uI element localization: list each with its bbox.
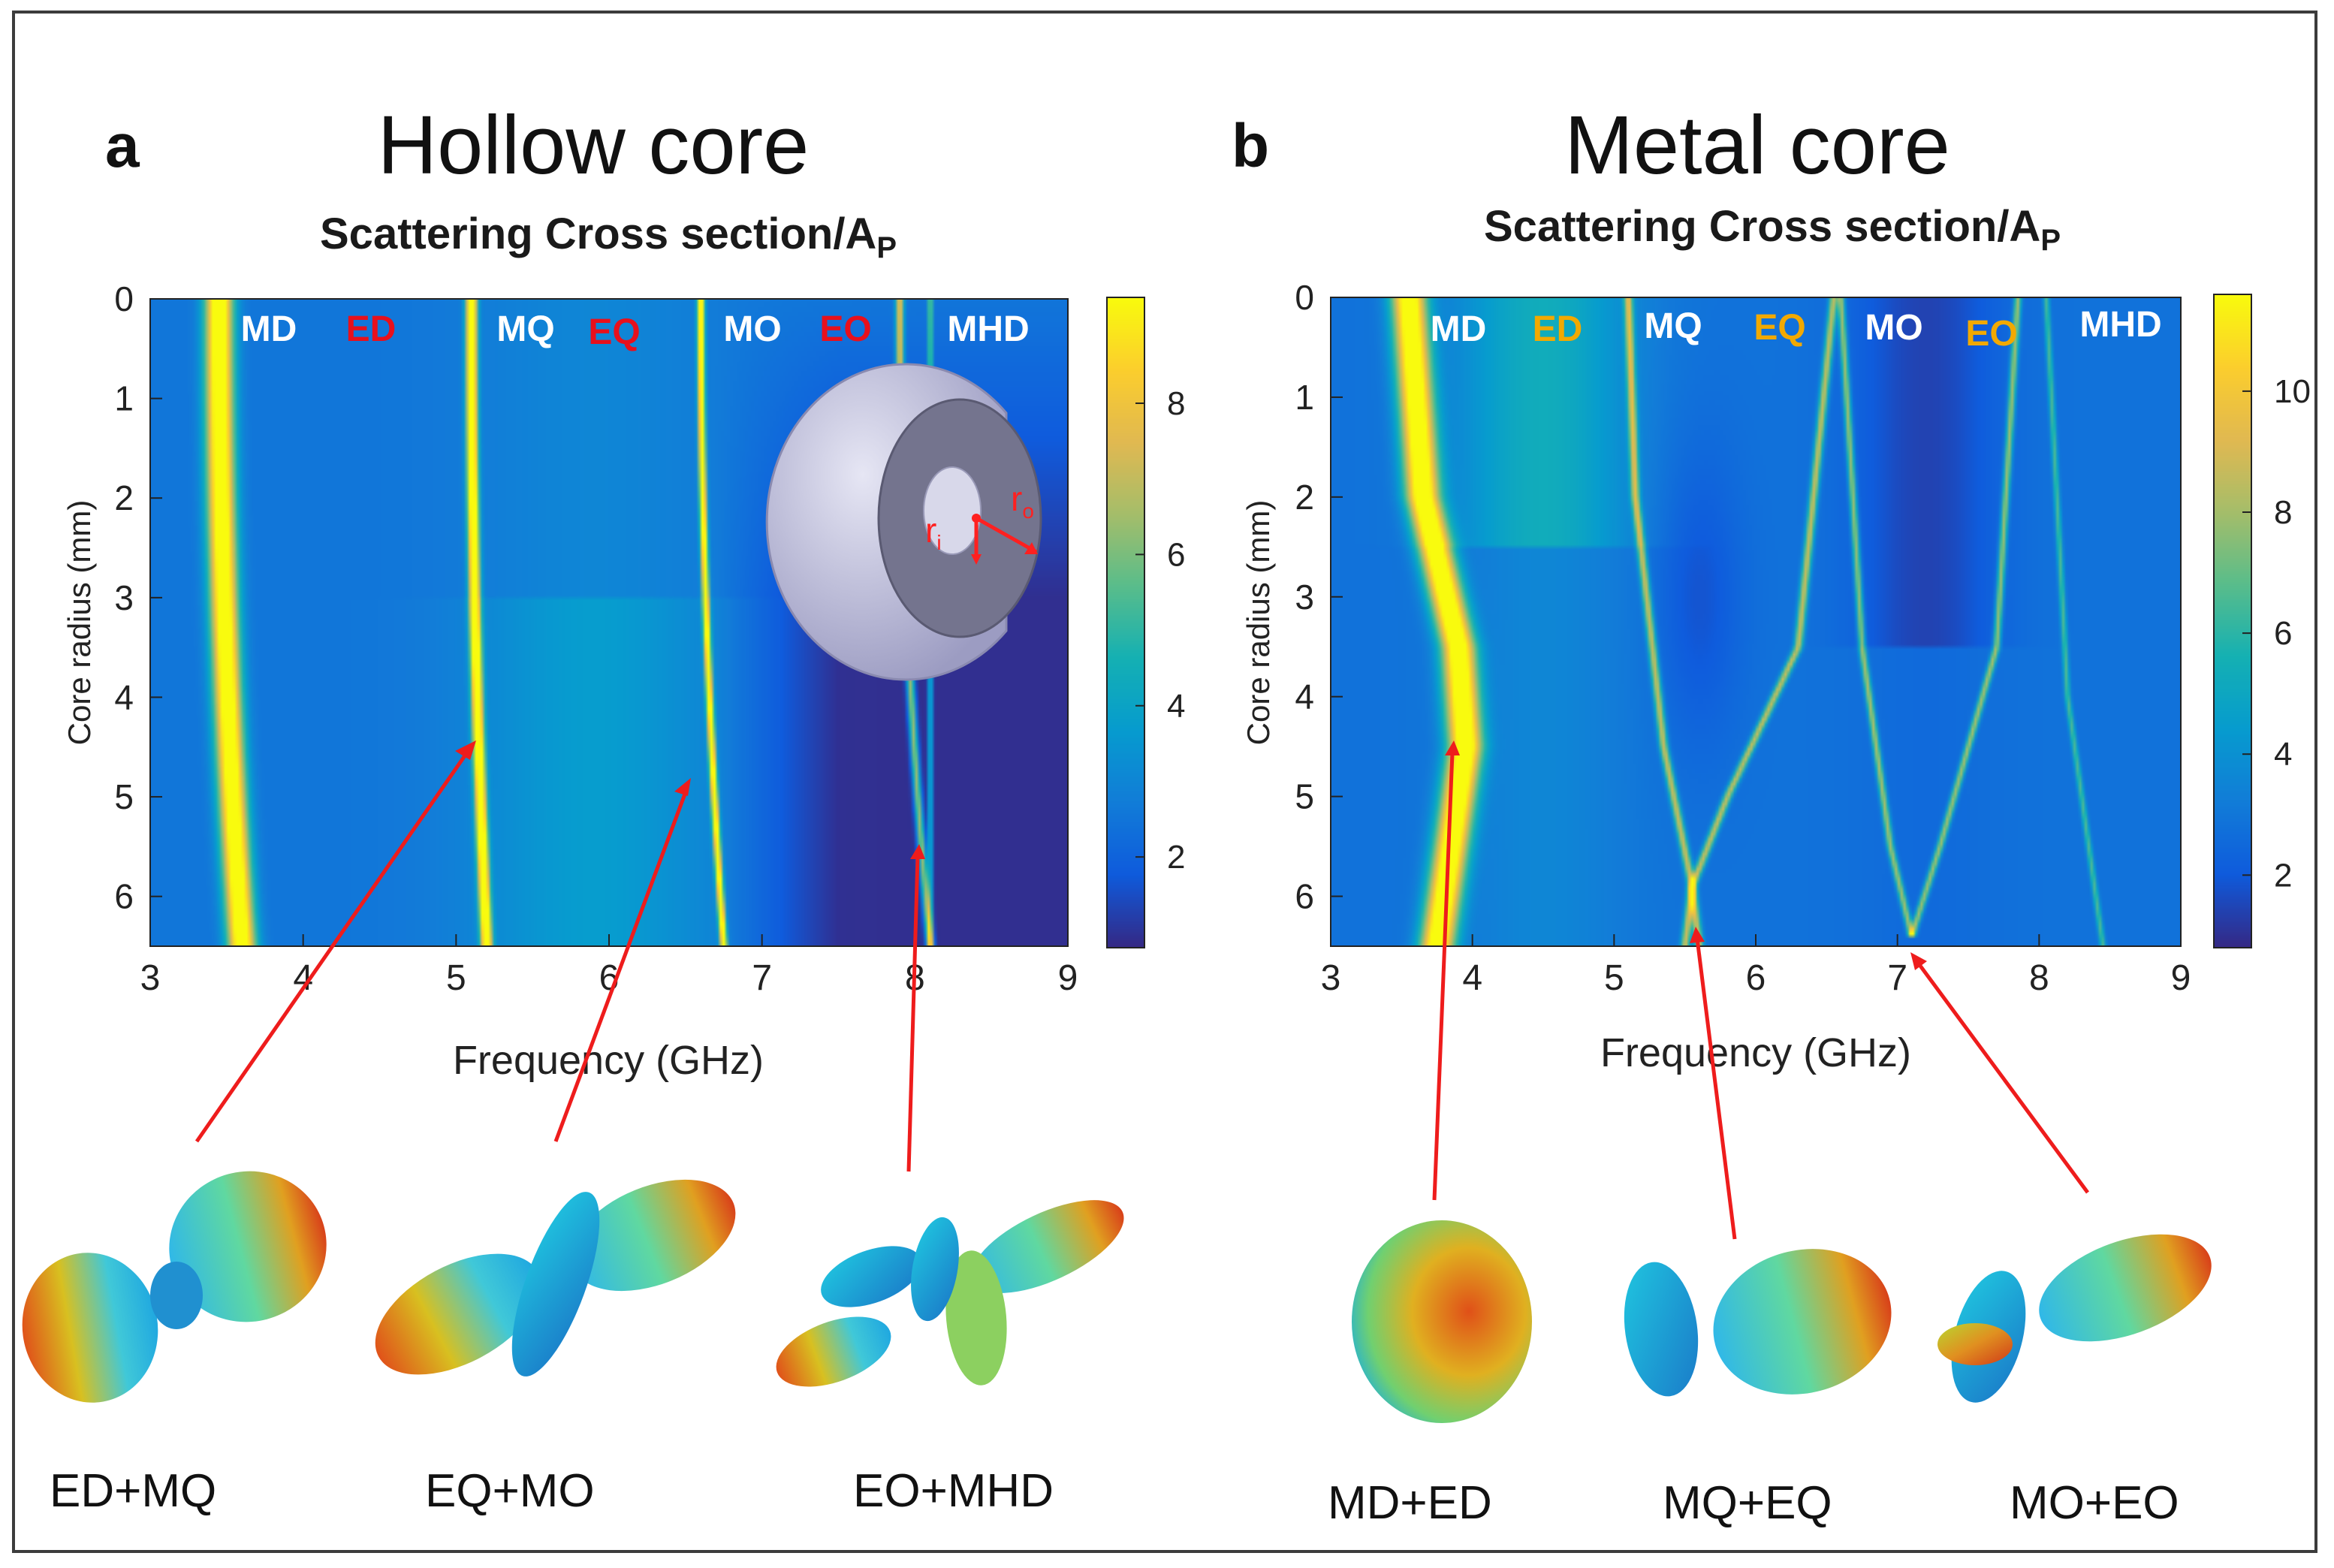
chart-b-mode-label-ed: ED — [1533, 309, 1583, 349]
panel-b-subtitle-main: Scattering Cross section/A — [1484, 202, 2041, 251]
chart-b-xtick-label: 6 — [1746, 958, 1766, 998]
chart-b-ytick-label: 0 — [1295, 278, 1314, 317]
panel-a-subtitle: Scattering Cross section/AP — [150, 209, 1066, 264]
chart-b-mode-label-mhd: MHD — [2079, 305, 2161, 345]
chart-a-colorbar-frame — [1106, 297, 1145, 948]
combo-label-md-ed: MD+ED — [1328, 1477, 1492, 1529]
hollow-shell-inset: ri ro — [765, 363, 1042, 681]
outer-radius-label: ro — [1011, 479, 1034, 523]
chart-a-mode-labels: MD ED MQ EQ MO EO MHD — [241, 309, 1030, 352]
chart-b-xtick-label: 8 — [2029, 958, 2049, 998]
chart-a-cbar-tick-label: 4 — [1167, 688, 1185, 725]
chart-b-mode-labels: MD ED MQ EQ MO EO MHD — [1431, 305, 2162, 354]
chart-b-xtick-label: 5 — [1604, 958, 1624, 998]
outer-radius-arrowhead — [1024, 542, 1038, 554]
chart-a-mode-label-eq: EQ — [588, 312, 640, 352]
chart-a-ytick-label: 2 — [114, 478, 134, 517]
chart-b-xtick-label: 3 — [1321, 958, 1341, 998]
chart-b-mode-label-mq: MQ — [1644, 306, 1702, 346]
chart-b-xlabel: Frequency (GHz) — [1600, 1030, 1911, 1075]
panel-a-subtitle-main: Scattering Cross section/A — [320, 210, 877, 258]
chart-b-colorbar-ticks: 2 4 6 8 10 — [2242, 373, 2311, 894]
chart-b-cbar-tick-label: 6 — [2274, 615, 2292, 652]
combo-label-eo-mhd: EO+MHD — [853, 1465, 1054, 1517]
panel-a-subtitle-sub: P — [876, 231, 897, 264]
chart-a-ytick-label: 6 — [114, 877, 134, 916]
combo-label-mq-eq: MQ+EQ — [1663, 1477, 1832, 1529]
chart-a-ytick-label: 1 — [114, 379, 134, 418]
shell-inner-cavity — [923, 466, 982, 555]
combo-label-eq-mo: EQ+MO — [425, 1465, 595, 1517]
chart-a-cbar-tick-label: 8 — [1167, 385, 1185, 422]
panel-a-title: Hollow core — [377, 99, 810, 191]
chart-a-xtick-label: 7 — [752, 958, 772, 998]
chart-b-cbar-tick-label: 4 — [2274, 736, 2292, 773]
chart-a-ylabel: Core radius (mm) — [62, 500, 97, 746]
panel-b-subtitle: Scattering Cross section/AP — [1314, 201, 2230, 257]
chart-a-colorbar-ticks: 2 4 6 8 — [1135, 385, 1185, 876]
panel-b-title: Metal core — [1564, 99, 1950, 191]
chart-a-mode-label-eo: EO — [819, 309, 871, 349]
combo-label-ed-mq: ED+MQ — [50, 1465, 217, 1517]
chart-b-xtick-label: 7 — [1887, 958, 1907, 998]
chart-a-cbar-tick-label: 6 — [1167, 536, 1185, 573]
chart-b-cbar-tick-label: 10 — [2274, 373, 2311, 410]
chart-a-ytick-label: 0 — [114, 279, 134, 318]
chart-b-mode-label-eq: EQ — [1754, 308, 1805, 348]
chart-b-ytick-label: 6 — [1295, 877, 1314, 916]
chart-a-ytick-label: 3 — [114, 578, 134, 617]
chart-b-cbar-tick-label: 8 — [2274, 494, 2292, 531]
figure-frame — [12, 11, 2317, 1553]
chart-b-cbar-tick-label: 2 — [2274, 857, 2292, 894]
combo-label-mo-eo: MO+EO — [2010, 1477, 2179, 1529]
chart-a-mode-label-mhd: MHD — [947, 309, 1029, 349]
chart-a-colorbar — [1107, 297, 1144, 948]
chart-a-ytick-label: 5 — [114, 777, 134, 816]
panel-a-letter: a — [105, 112, 140, 180]
chart-b-ytick-label: 5 — [1295, 777, 1314, 816]
chart-b-ytick-label: 1 — [1295, 378, 1314, 417]
chart-b-ylabel: Core radius (mm) — [1241, 500, 1276, 746]
chart-a-cbar-tick-label: 2 — [1167, 839, 1185, 876]
chart-a-mode-label-ed: ED — [346, 309, 397, 349]
chart-b-xtick-label: 9 — [2171, 958, 2191, 998]
chart-b-ytick-label: 4 — [1295, 677, 1314, 716]
chart-a-mode-label-md: MD — [241, 309, 297, 349]
chart-b-colorbar — [2214, 294, 2251, 948]
chart-a-mode-label-mo: MO — [723, 309, 781, 349]
outer-radius-arrow — [975, 516, 1038, 554]
chart-a-xtick-label: 9 — [1058, 958, 1078, 998]
chart-b-ytick-label: 3 — [1295, 577, 1314, 617]
chart-a-mode-label-mq: MQ — [496, 309, 554, 349]
chart-a-xtick-label: 3 — [140, 958, 161, 998]
chart-b-mode-label-md: MD — [1431, 309, 1487, 349]
inner-radius-label: ri — [925, 511, 942, 554]
chart-a-ytick-label: 4 — [114, 677, 134, 716]
inner-radius-arrowhead — [971, 554, 982, 565]
panel-b-subtitle-sub: P — [2040, 224, 2061, 257]
chart-b-ytick-label: 2 — [1295, 478, 1314, 517]
chart-b-heatmap — [1331, 297, 2181, 946]
panel-b-letter: b — [1232, 112, 1270, 180]
chart-b-mode-label-eo: EO — [1965, 314, 2017, 354]
chart-b-colorbar-frame — [2213, 294, 2252, 948]
chart-b-xtick-label: 4 — [1462, 958, 1482, 998]
chart-b-mode-label-mo: MO — [1865, 308, 1922, 348]
